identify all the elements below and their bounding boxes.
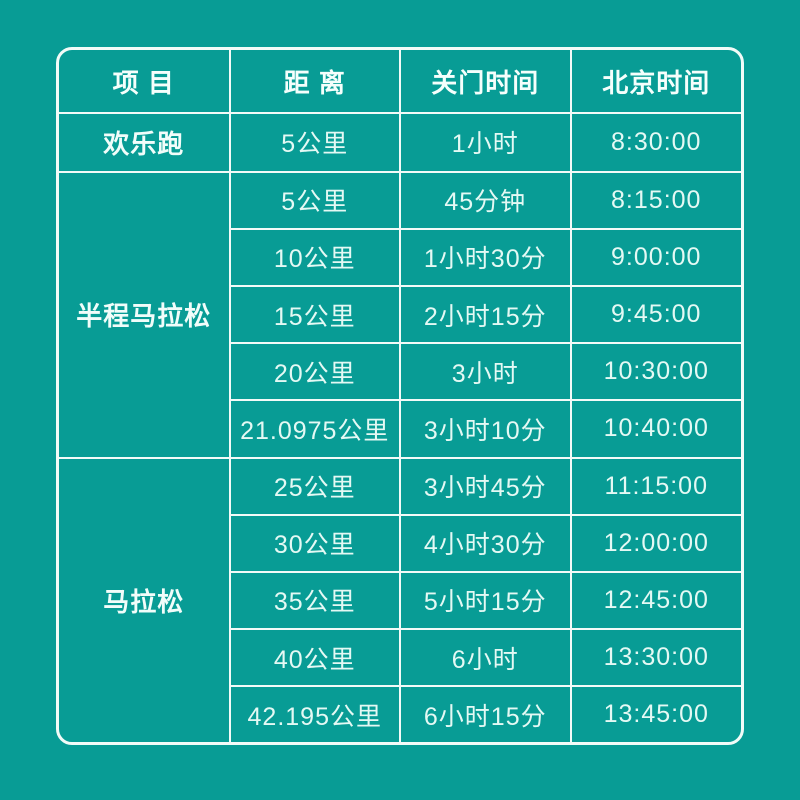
beijing-time-cell: 9:00:00 [569, 227, 741, 288]
cutoff-time-cell: 6小时 [399, 628, 572, 688]
beijing-time-cell: 8:15:00 [569, 170, 741, 230]
cutoff-time-cell: 2小时15分 [399, 285, 572, 345]
beijing-time-cell: 12:00:00 [569, 513, 741, 573]
table-row: 10公里 1小时30分 9:00:00 [59, 227, 741, 288]
table-row: 半程马拉松 5公里 45分钟 8:15:00 [59, 170, 741, 459]
table-row: 30公里 4小时30分 12:00:00 [59, 513, 741, 573]
event-name-cell: 半程马拉松 [59, 170, 231, 459]
beijing-time-cell: 9:45:00 [569, 285, 741, 345]
distance-cell: 40公里 [228, 628, 401, 688]
event-name-cell: 欢乐跑 [59, 112, 231, 173]
table-header: 项 目距 离关门时间 北京时间 [59, 50, 741, 114]
table-row: 20公里 3小时 10:30:00 [59, 342, 741, 402]
table-row: 35公里 5小时15分 12:45:00 [59, 570, 741, 631]
table-row: 40公里 6小时 13:30:00 [59, 628, 741, 688]
cutoff-time-cell: 1小时 [399, 112, 572, 173]
distance-cell: 5公里 [228, 170, 401, 230]
column-header-beijing: 北京时间 [569, 50, 741, 114]
table-row: 42.195公里 6小时15分 13:45:00 [59, 685, 741, 742]
beijing-time-cell: 10:30:00 [569, 342, 741, 402]
distance-cell: 5公里 [228, 112, 401, 173]
table-row: 15公里 2小时15分 9:45:00 [59, 285, 741, 345]
distance-cell: 35公里 [228, 570, 401, 631]
cutoff-time-cell: 6小时15分 [399, 685, 572, 742]
table-row: 21.0975公里 3小时10分 10:40:00 [59, 399, 741, 459]
column-header-cutoff: 关门时间 [399, 50, 572, 114]
cutoff-time-cell: 3小时45分 [399, 456, 572, 516]
distance-cell: 20公里 [228, 342, 401, 402]
distance-cell: 21.0975公里 [228, 399, 401, 459]
table-row: 欢乐跑 5公里 1小时 8:30:00 [59, 112, 741, 173]
beijing-time-cell: 13:45:00 [569, 685, 741, 742]
beijing-time-cell: 12:45:00 [569, 570, 741, 631]
column-header-distance: 距 离 [228, 50, 401, 114]
cutoff-time-cell: 45分钟 [399, 170, 572, 230]
table-row: 马拉松 25公里 3小时45分 11:15:00 [59, 456, 741, 742]
beijing-time-cell: 8:30:00 [569, 112, 741, 173]
cutoff-time-cell: 1小时30分 [399, 227, 572, 288]
distance-cell: 10公里 [228, 227, 401, 288]
race-table: 项 目距 离关门时间 北京时间 欢乐跑 5公里 1小时 8:30:00 半程马拉松 5公里 4… [59, 50, 741, 742]
distance-cell: 30公里 [228, 513, 401, 573]
cutoff-time-cell: 5小时15分 [399, 570, 572, 631]
column-header-event: 项 目 [59, 50, 231, 114]
cutoff-time-cell: 4小时30分 [399, 513, 572, 573]
distance-cell: 15公里 [228, 285, 401, 345]
cutoff-time-cell: 3小时 [399, 342, 572, 402]
race-cutoff-table: 项 目距 离关门时间 北京时间 欢乐跑 5公里 1小时 8:30:00 半程马拉松 5公里 4… [56, 47, 744, 745]
beijing-time-cell: 10:40:00 [569, 399, 741, 459]
cutoff-time-cell: 3小时10分 [399, 399, 572, 459]
table-body: 欢乐跑 5公里 1小时 8:30:00 半程马拉松 5公里 45分钟 8:15:00 10公里 1… [59, 112, 741, 742]
header-row: 项 目距 离关门时间 北京时间 [59, 50, 741, 114]
event-name-cell: 马拉松 [59, 456, 231, 742]
distance-cell: 25公里 [228, 456, 401, 516]
beijing-time-cell: 13:30:00 [569, 628, 741, 688]
distance-cell: 42.195公里 [228, 685, 401, 742]
beijing-time-cell: 11:15:00 [569, 456, 741, 516]
